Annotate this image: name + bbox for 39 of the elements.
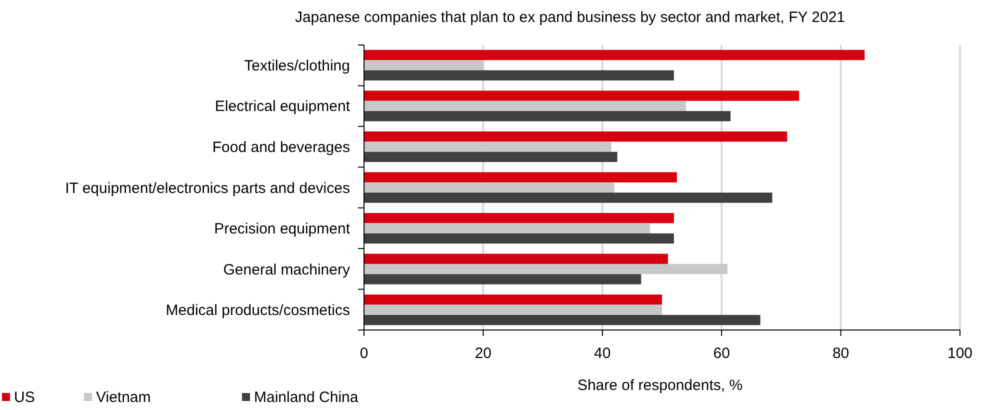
x-tick-label: 100: [947, 345, 973, 362]
bar: [364, 192, 772, 203]
x-tick-label: 40: [594, 345, 611, 362]
bar: [364, 90, 800, 101]
legend-label: Vietnam: [96, 389, 151, 406]
y-tick-label: General machinery: [223, 261, 350, 278]
bar: [364, 294, 662, 305]
bar: [364, 111, 731, 122]
x-axis-title: Share of respondents, %: [577, 377, 743, 394]
bar: [364, 223, 650, 234]
y-tick-label: Food and beverages: [212, 138, 350, 156]
x-tick-label: 80: [832, 345, 850, 362]
chart-title: Japanese companies that plan to ex pand business by sector and market, FY 2021: [294, 9, 846, 26]
bar: [364, 70, 674, 80]
y-tick-label: Precision equipment: [214, 220, 351, 238]
y-tick-label: Textiles/clothing: [244, 57, 350, 74]
x-tick-label: 0: [360, 345, 368, 362]
bar: [364, 314, 760, 326]
x-tick-label: 60: [713, 345, 730, 362]
legend-label: Mainland China: [254, 389, 359, 406]
bar: [364, 50, 865, 60]
bar: [364, 142, 612, 152]
x-tick-label: 20: [474, 345, 492, 362]
bar: [364, 254, 668, 264]
y-tick-label: Medical products/cosmetics: [166, 302, 350, 320]
bar: [364, 212, 674, 224]
bar: [364, 264, 728, 274]
bar: [364, 182, 614, 193]
bar: [364, 233, 674, 244]
legend-label: US: [14, 389, 35, 406]
bar: [364, 274, 642, 284]
y-tick-label: Electrical equipment: [214, 98, 351, 116]
bar: [364, 131, 788, 142]
y-tick-label: IT equipment/electronics parts and devices: [65, 180, 350, 197]
bar: [364, 172, 677, 182]
bar: [364, 152, 618, 162]
bar: [364, 60, 484, 70]
bar: [364, 304, 662, 315]
bar: [364, 100, 686, 112]
